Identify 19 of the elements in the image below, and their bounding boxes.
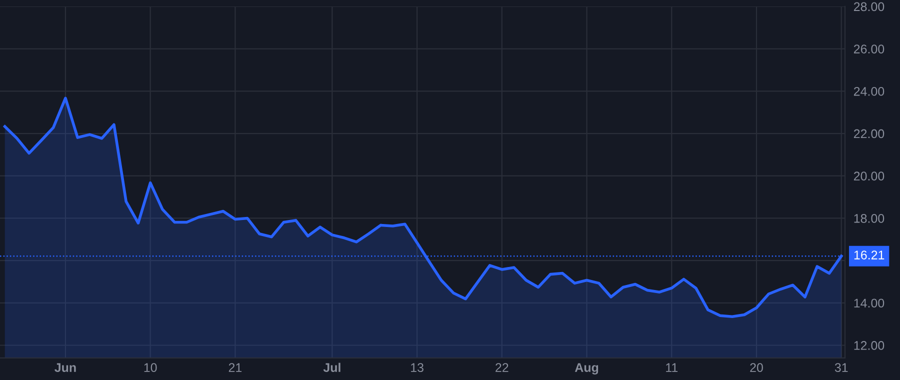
ref-line-label: 16.21 — [854, 250, 884, 260]
x-tick-label: Jun — [54, 363, 76, 372]
y-tick-label: 26.00 — [854, 44, 884, 54]
x-tick-label: 20 — [750, 363, 763, 372]
x-tick-label: 10 — [144, 363, 157, 372]
x-tick-label: 13 — [411, 363, 424, 372]
x-tick-label: 31 — [834, 363, 848, 372]
x-tick-label: Jul — [323, 362, 340, 372]
y-tick-label: 28.00 — [854, 2, 884, 12]
y-tick-label: 14.00 — [854, 298, 884, 308]
y-tick-label: 12.00 — [854, 341, 884, 350]
y-tick-label: 18.00 — [854, 214, 884, 223]
y-tick-label: 24.00 — [854, 86, 884, 96]
x-tick-label: 21 — [228, 363, 242, 372]
y-tick-label: 20.00 — [854, 172, 884, 181]
x-tick-label: 22 — [496, 363, 508, 372]
y-tick-label: 22.00 — [854, 129, 884, 138]
x-tick-label: Aug — [574, 363, 598, 374]
x-tick-label: 11 — [666, 363, 678, 372]
